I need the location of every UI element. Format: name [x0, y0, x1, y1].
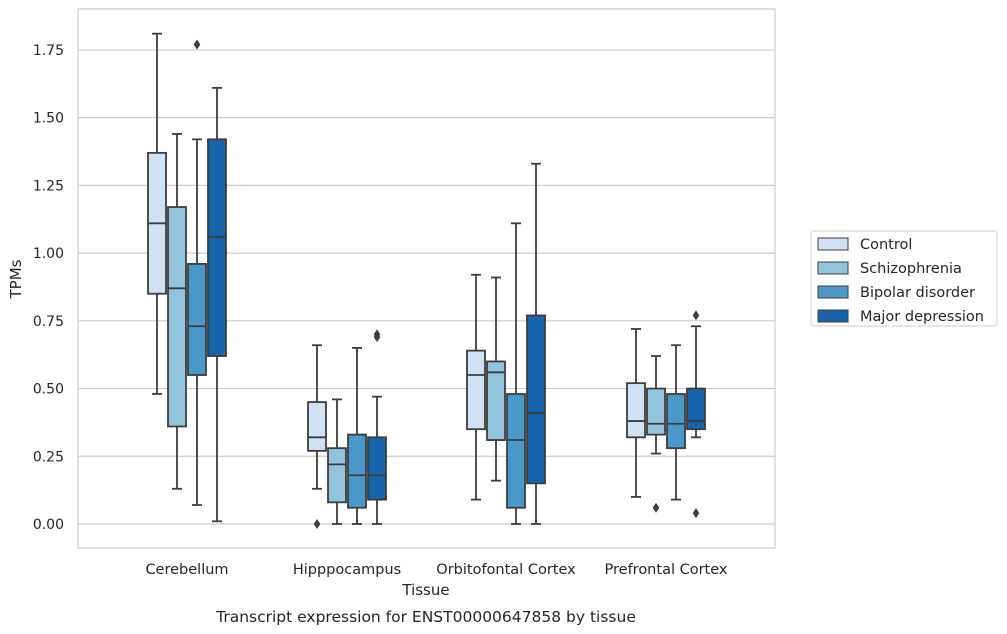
box-2-2 — [506, 222, 526, 525]
y-ticks: 0.00 0.25 0.50 0.75 1.00 1.25 1.50 1.75 — [33, 43, 64, 533]
legend-swatch — [817, 285, 849, 299]
legend-label: Bipolar disorder — [860, 285, 975, 301]
y-tick-label: 0.75 — [33, 314, 64, 330]
x-tick-label: Prefrontal Cortex — [605, 562, 728, 578]
y-tick-label: 0.50 — [33, 382, 64, 398]
box — [626, 382, 646, 439]
y-tick-label: 1.50 — [33, 111, 64, 127]
legend-label: Schizophrenia — [860, 261, 962, 277]
box-3-0 — [626, 328, 646, 498]
box — [666, 393, 686, 450]
legend-swatch — [817, 261, 849, 275]
legend-frame — [810, 230, 998, 327]
box-0-0 — [147, 32, 167, 395]
legend-label: Major depression — [860, 309, 984, 325]
box-2-3 — [526, 162, 546, 525]
box — [646, 387, 666, 436]
y-tick-label: 1.25 — [33, 178, 64, 194]
plot-frame — [77, 8, 776, 549]
box — [187, 263, 207, 376]
x-tick-label: Cerebellum — [145, 562, 228, 578]
y-tick-label: 0.25 — [33, 449, 64, 465]
y-tick-label: 1.00 — [33, 246, 64, 262]
box-3-2 — [666, 344, 686, 501]
boxes — [147, 32, 706, 529]
legend-swatch — [817, 237, 849, 251]
y-tick-label: 1.75 — [33, 43, 64, 59]
box — [207, 138, 227, 357]
box-2-0 — [466, 273, 486, 501]
outlier-point — [373, 329, 381, 340]
chart-title: Transcript expression for ENST0000064785… — [215, 608, 636, 626]
box — [367, 436, 387, 501]
box-0-3 — [207, 86, 227, 523]
box — [526, 314, 546, 485]
box-1-2 — [347, 347, 367, 525]
box-1-1 — [327, 398, 347, 525]
x-tick-label: Orbitofontal Cortex — [436, 562, 576, 578]
outlier-point — [692, 508, 700, 519]
box-1-3 — [367, 329, 387, 525]
box — [347, 433, 367, 509]
x-ticks: Cerebellum Hipppocampus Orbitofontal Corte… — [145, 562, 727, 578]
y-tick-label: 0.00 — [33, 517, 64, 533]
box-3-3 — [686, 310, 706, 519]
box — [167, 206, 187, 428]
legend-label: Control — [860, 237, 912, 253]
x-tick-label: Hipppocampus — [293, 562, 401, 578]
y-axis-label: TPMs — [7, 259, 25, 299]
box-3-1 — [646, 355, 666, 513]
outlier-point — [692, 310, 700, 321]
box — [686, 387, 706, 431]
box — [466, 349, 486, 431]
box — [506, 393, 526, 509]
outlier-point — [313, 519, 321, 529]
x-axis-label: Tissue — [401, 581, 449, 599]
outlier-point — [193, 39, 201, 50]
legend: Control Schizophrenia Bipolar disorder Majo… — [810, 230, 998, 327]
box — [307, 401, 327, 452]
outlier-point — [652, 502, 660, 513]
box-2-1 — [486, 276, 506, 482]
box-0-1 — [167, 133, 187, 490]
box-0-2 — [187, 39, 207, 506]
box — [486, 360, 506, 441]
box — [327, 447, 347, 504]
box-1-0 — [307, 344, 327, 529]
legend-swatch — [817, 309, 849, 323]
